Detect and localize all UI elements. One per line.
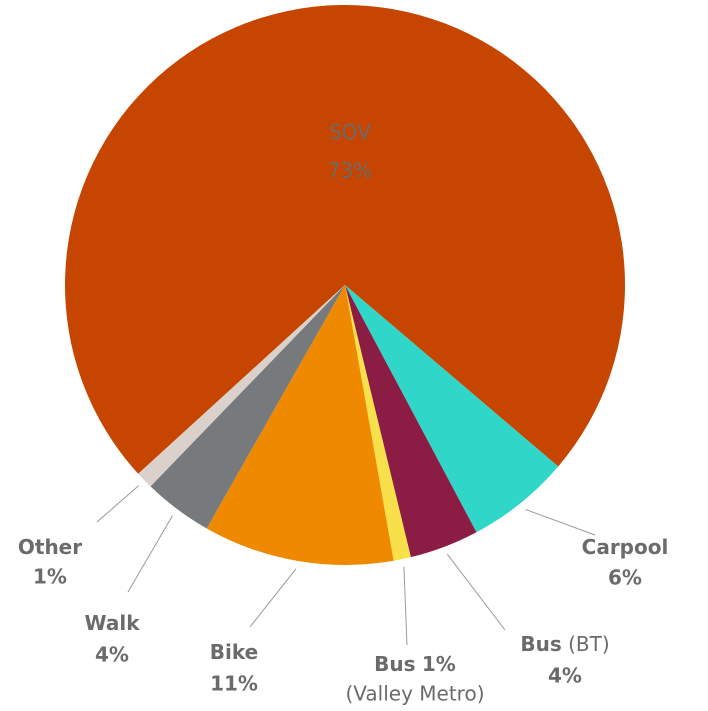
leader-line <box>127 515 173 593</box>
leader-line <box>96 485 139 523</box>
slice-label: Carpool <box>582 535 669 559</box>
leader-line <box>525 508 596 536</box>
category-note: (Valley Metro) <box>345 682 484 706</box>
value-label: 73% <box>328 159 372 183</box>
pie-slice <box>150 285 345 529</box>
value-label: 1% <box>422 652 456 676</box>
pie-slice <box>345 285 411 561</box>
pie-slice <box>345 285 477 558</box>
value-label: 4% <box>548 664 582 688</box>
slice-label: Other <box>18 535 82 559</box>
category-name: Walk <box>85 611 141 635</box>
value-label: 6% <box>608 566 642 590</box>
category-note: (BT) <box>568 632 610 656</box>
category-name: Other <box>18 535 82 559</box>
leader-line <box>403 566 408 646</box>
pie-slice <box>206 285 394 565</box>
pie-slice <box>64 4 625 474</box>
slice-label: Walk <box>85 611 141 635</box>
pie-slice <box>345 285 559 533</box>
value-label: 4% <box>95 643 129 667</box>
category-name: SOV <box>329 120 371 144</box>
leader-line <box>446 553 506 631</box>
category-name: Bus <box>374 652 415 676</box>
leader-line <box>249 568 297 628</box>
slice-label: Bike <box>210 640 258 664</box>
value-label: 11% <box>210 672 258 696</box>
slice-label: Bus (BT) <box>520 632 609 656</box>
pie-slice <box>138 285 345 487</box>
category-name: Bike <box>210 640 258 664</box>
category-name: Carpool <box>582 535 669 559</box>
slice-label: Bus 1% <box>374 652 456 676</box>
category-name: Bus <box>520 632 561 656</box>
slice-label: SOV <box>329 120 371 144</box>
value-label: 1% <box>33 565 67 589</box>
